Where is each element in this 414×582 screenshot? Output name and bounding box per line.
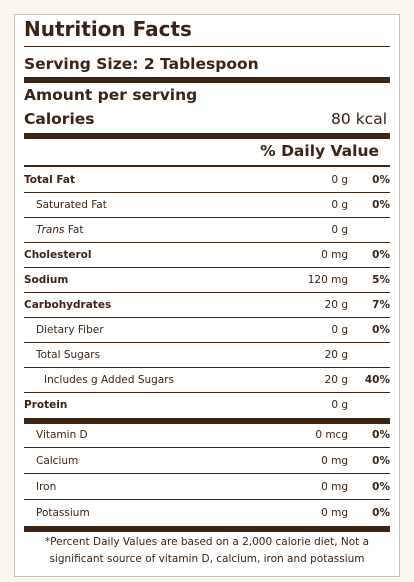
nutrient-row-added-sugars: Includes g Added Sugars 20 g 40% xyxy=(24,368,390,393)
nutrient-row-total-fat: Total Fat 0 g 0% xyxy=(24,168,390,193)
nutrient-name: Calcium xyxy=(36,455,79,467)
label-title: Nutrition Facts xyxy=(24,17,192,41)
nutrient-row-trans-fat: Trans Fat 0 g xyxy=(24,218,390,243)
nutrient-amount: 120 mg xyxy=(307,274,348,286)
nutrient-name: Carbohydrates xyxy=(24,299,112,311)
nutrient-percent: 5% xyxy=(372,274,390,286)
nutrition-facts-label: Nutrition Facts Serving Size: 2 Tablespo… xyxy=(14,14,400,577)
nutrient-name: Protein xyxy=(24,399,68,411)
nutrient-name: Sodium xyxy=(24,274,69,286)
row-divider xyxy=(24,242,390,243)
nutrient-percent: 0% xyxy=(372,174,390,186)
nutrient-name-italic: Trans xyxy=(36,224,65,236)
serving-divider xyxy=(24,77,390,83)
nutrient-percent: 0% xyxy=(372,249,390,261)
nutrient-amount: 0 g xyxy=(331,199,348,211)
nutrient-percent: 0% xyxy=(372,429,390,441)
header-divider xyxy=(24,165,390,167)
nutrient-amount: 0 mg xyxy=(321,481,348,493)
nutrient-amount: 0 g xyxy=(331,174,348,186)
amount-per-serving: Amount per serving xyxy=(24,86,198,104)
protein-divider xyxy=(24,418,390,424)
nutrient-name: Iron xyxy=(36,481,57,493)
footnote: *Percent Daily Values are based on a 2,0… xyxy=(44,536,370,565)
nutrient-row-carbohydrates: Carbohydrates 20 g 7% xyxy=(24,293,390,318)
title-divider xyxy=(24,46,390,47)
nutrient-row-total-sugars: Total Sugars 20 g xyxy=(24,343,390,368)
nutrient-amount: 0 mg xyxy=(321,507,348,519)
row-divider xyxy=(24,192,390,193)
nutrient-amount: 20 g xyxy=(324,374,348,386)
nutrient-row-calcium: Calcium 0 mg 0% xyxy=(24,449,390,474)
nutrient-percent: 0% xyxy=(372,199,390,211)
serving-size: Serving Size: 2 Tablespoon xyxy=(24,55,259,73)
nutrient-amount: 0 mg xyxy=(321,249,348,261)
nutrient-amount: 0 g xyxy=(331,399,348,411)
nutrient-row-sodium: Sodium 120 mg 5% xyxy=(24,268,390,293)
nutrient-row-cholesterol: Cholesterol 0 mg 0% xyxy=(24,243,390,268)
footer-divider xyxy=(24,526,390,532)
nutrient-row-vitamin-d: Vitamin D 0 mcg 0% xyxy=(24,423,390,448)
nutrient-amount: 0 g xyxy=(331,324,348,336)
nutrient-row-protein: Protein 0 g xyxy=(24,393,390,418)
nutrient-name: Saturated Fat xyxy=(36,199,107,211)
nutrient-name: Cholesterol xyxy=(24,249,92,261)
row-divider xyxy=(24,217,390,218)
nutrient-row-potassium: Potassium 0 mg 0% xyxy=(24,501,390,526)
nutrient-name-rest: Fat xyxy=(64,224,84,236)
nutrient-percent: 0% xyxy=(372,324,390,336)
nutrient-name: Dietary Fiber xyxy=(36,324,104,336)
nutrient-percent: 40% xyxy=(364,374,390,386)
row-divider xyxy=(24,267,390,268)
calories-divider xyxy=(24,133,390,139)
nutrient-amount: 20 g xyxy=(324,349,348,361)
nutrient-row-iron: Iron 0 mg 0% xyxy=(24,475,390,500)
daily-value-header: % Daily Value xyxy=(260,142,379,160)
nutrient-percent: 0% xyxy=(372,507,390,519)
nutrient-name: Vitamin D xyxy=(36,429,88,441)
row-divider xyxy=(24,317,390,318)
row-divider xyxy=(24,499,390,500)
row-divider xyxy=(24,342,390,343)
nutrient-name: Total Fat xyxy=(24,174,76,186)
nutrient-amount: 0 g xyxy=(331,224,348,236)
row-divider xyxy=(24,447,390,448)
row-divider xyxy=(24,292,390,293)
calories-label: Calories xyxy=(24,110,95,128)
nutrient-name: Potassium xyxy=(36,507,90,519)
nutrient-amount: 20 g xyxy=(324,299,348,311)
nutrient-percent: 7% xyxy=(372,299,390,311)
row-divider xyxy=(24,392,390,393)
nutrient-name: Trans Fat xyxy=(36,224,83,236)
calories-value: 80 kcal xyxy=(331,110,387,128)
nutrient-name: Total Sugars xyxy=(36,349,101,361)
row-divider xyxy=(24,473,390,474)
nutrient-percent: 0% xyxy=(372,481,390,493)
nutrient-name: Includes g Added Sugars xyxy=(44,374,175,386)
nutrient-row-dietary-fiber: Dietary Fiber 0 g 0% xyxy=(24,318,390,343)
nutrient-amount: 0 mg xyxy=(321,455,348,467)
row-divider xyxy=(24,367,390,368)
nutrient-percent: 0% xyxy=(372,455,390,467)
nutrient-row-saturated-fat: Saturated Fat 0 g 0% xyxy=(24,193,390,218)
nutrient-amount: 0 mcg xyxy=(315,429,348,441)
